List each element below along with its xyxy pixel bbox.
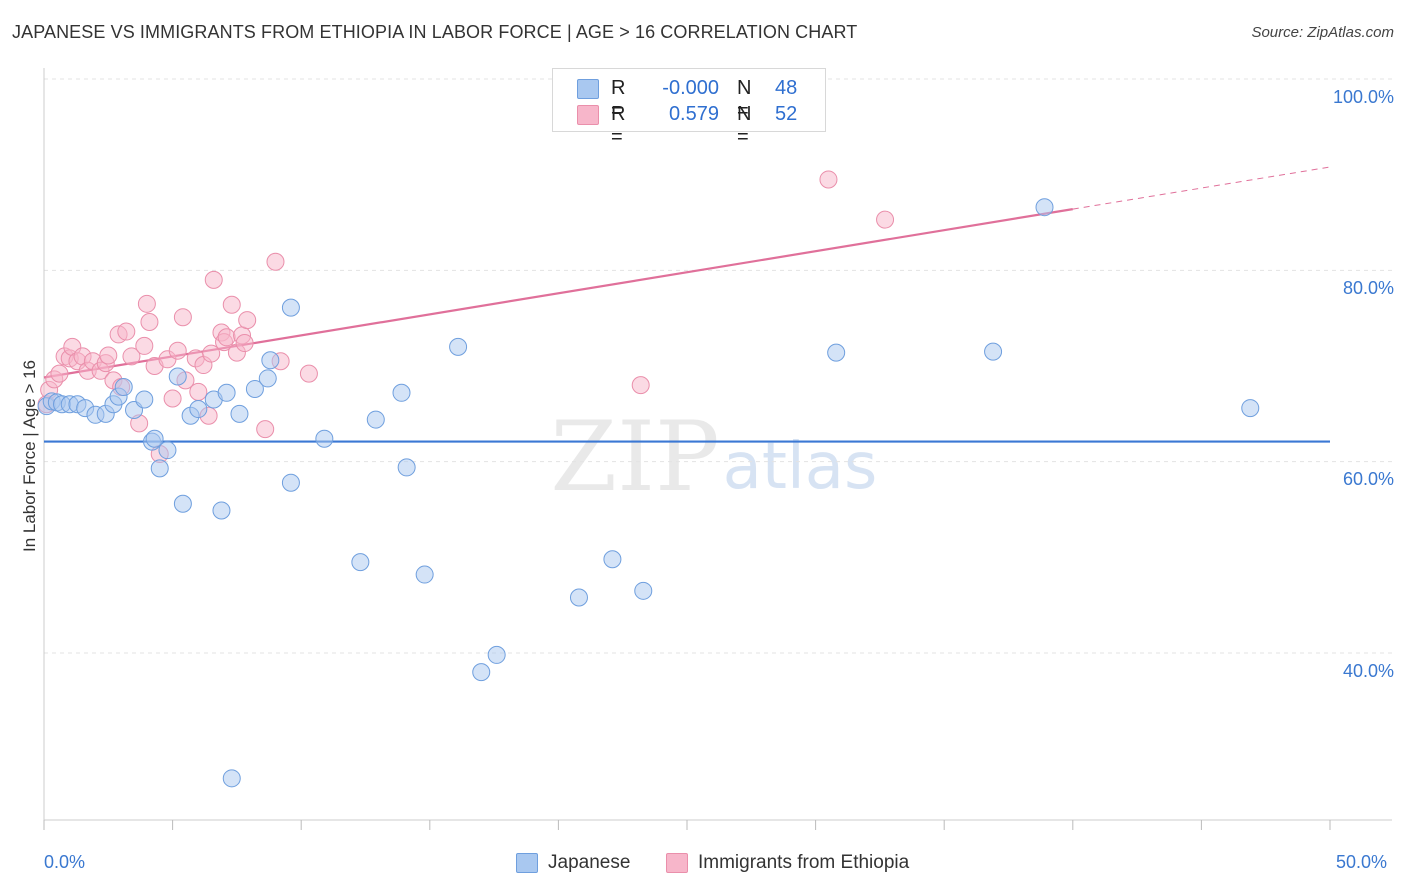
data-point-japanese bbox=[150, 459, 169, 478]
data-point-ethiopia bbox=[266, 252, 285, 271]
data-point-japanese bbox=[281, 473, 300, 492]
x-tick-label-min: 0.0% bbox=[44, 852, 86, 872]
legend-n-label: N = bbox=[737, 103, 752, 148]
correlation-legend: R = -0.000 N = 48 R = 0.579 N = 52 bbox=[552, 68, 826, 148]
data-point-ethiopia bbox=[876, 210, 895, 229]
data-point-ethiopia bbox=[202, 344, 221, 363]
data-point-japanese bbox=[397, 458, 416, 477]
legend-r-label: R = bbox=[611, 103, 626, 148]
data-point-ethiopia bbox=[222, 295, 241, 314]
data-point-japanese bbox=[245, 379, 264, 398]
watermark-zip: ZIP bbox=[550, 401, 719, 513]
chart-title: JAPANESE VS IMMIGRANTS FROM ETHIOPIA IN … bbox=[12, 22, 858, 42]
data-point-japanese bbox=[212, 501, 231, 520]
legend-n-value: 52 bbox=[775, 103, 798, 125]
data-point-japanese bbox=[230, 404, 249, 423]
data-point-japanese bbox=[1241, 399, 1260, 418]
data-point-ethiopia bbox=[217, 328, 236, 347]
grid-lines bbox=[44, 78, 1392, 654]
data-point-ethiopia bbox=[235, 334, 254, 353]
legend-r-value: 0.579 bbox=[668, 103, 719, 125]
legend-swatch-japanese bbox=[577, 79, 599, 99]
data-point-japanese bbox=[392, 383, 411, 402]
data-point-japanese bbox=[158, 441, 177, 460]
legend-swatch-ethiopia bbox=[577, 105, 599, 125]
legend-r-label: R = bbox=[611, 77, 626, 122]
data-point-ethiopia bbox=[168, 341, 187, 360]
bottom-legend-label-japanese: Japanese bbox=[548, 852, 631, 873]
data-point-ethiopia bbox=[204, 270, 223, 289]
data-point-japanese bbox=[315, 429, 334, 448]
data-point-japanese bbox=[222, 769, 241, 788]
data-point-ethiopia bbox=[238, 311, 257, 330]
data-point-ethiopia bbox=[819, 170, 838, 189]
data-point-japanese bbox=[449, 337, 468, 356]
y-tick-label-100: 100.0% bbox=[1332, 87, 1394, 107]
trend-line-ethiopia-extension bbox=[1072, 166, 1331, 210]
data-point-ethiopia bbox=[117, 322, 136, 341]
data-point-ethiopia bbox=[50, 364, 69, 383]
bottom-legend-label-ethiopia: Immigrants from Ethiopia bbox=[698, 852, 910, 873]
data-points bbox=[37, 170, 1260, 788]
legend-n-label: N = bbox=[737, 77, 752, 122]
axes bbox=[43, 68, 1392, 830]
data-point-ethiopia bbox=[99, 346, 118, 365]
data-point-japanese bbox=[366, 410, 385, 429]
data-point-japanese bbox=[258, 369, 277, 388]
y-tick-label-60: 60.0% bbox=[1342, 469, 1394, 489]
data-point-ethiopia bbox=[256, 420, 275, 439]
data-point-japanese bbox=[415, 565, 434, 584]
data-point-japanese bbox=[261, 351, 280, 370]
data-point-japanese bbox=[145, 429, 164, 448]
data-point-japanese bbox=[569, 588, 588, 607]
data-point-japanese bbox=[1035, 198, 1054, 217]
data-point-ethiopia bbox=[137, 294, 156, 313]
data-point-ethiopia bbox=[189, 382, 208, 401]
data-point-ethiopia bbox=[135, 336, 154, 355]
data-point-japanese bbox=[173, 494, 192, 513]
source-label: Source: ZipAtlas.com bbox=[1251, 24, 1394, 41]
data-point-japanese bbox=[114, 378, 133, 397]
data-point-japanese bbox=[827, 343, 846, 362]
data-point-ethiopia bbox=[631, 376, 650, 395]
bottom-legend-swatch-japanese bbox=[516, 853, 538, 873]
data-point-ethiopia bbox=[299, 364, 318, 383]
data-point-japanese bbox=[135, 390, 154, 409]
data-point-japanese bbox=[217, 383, 236, 402]
data-point-japanese bbox=[351, 553, 370, 572]
legend-r-value: -0.000 bbox=[662, 77, 719, 99]
data-point-japanese bbox=[634, 581, 653, 600]
data-point-japanese bbox=[472, 663, 491, 682]
data-point-japanese bbox=[984, 342, 1003, 361]
data-point-japanese bbox=[487, 645, 506, 664]
data-point-japanese bbox=[168, 367, 187, 386]
data-point-ethiopia bbox=[122, 347, 141, 366]
data-point-japanese bbox=[603, 550, 622, 569]
data-point-ethiopia bbox=[140, 312, 159, 331]
data-point-japanese bbox=[189, 400, 208, 419]
data-point-ethiopia bbox=[163, 389, 182, 408]
data-point-japanese bbox=[281, 298, 300, 317]
y-tick-label-80: 80.0% bbox=[1342, 278, 1394, 298]
y-tick-label-40: 40.0% bbox=[1342, 661, 1394, 681]
legend-n-value: 48 bbox=[775, 77, 798, 99]
x-tick-label-max: 50.0% bbox=[1336, 852, 1388, 872]
bottom-legend-swatch-ethiopia bbox=[666, 853, 688, 873]
data-point-ethiopia bbox=[173, 308, 192, 327]
